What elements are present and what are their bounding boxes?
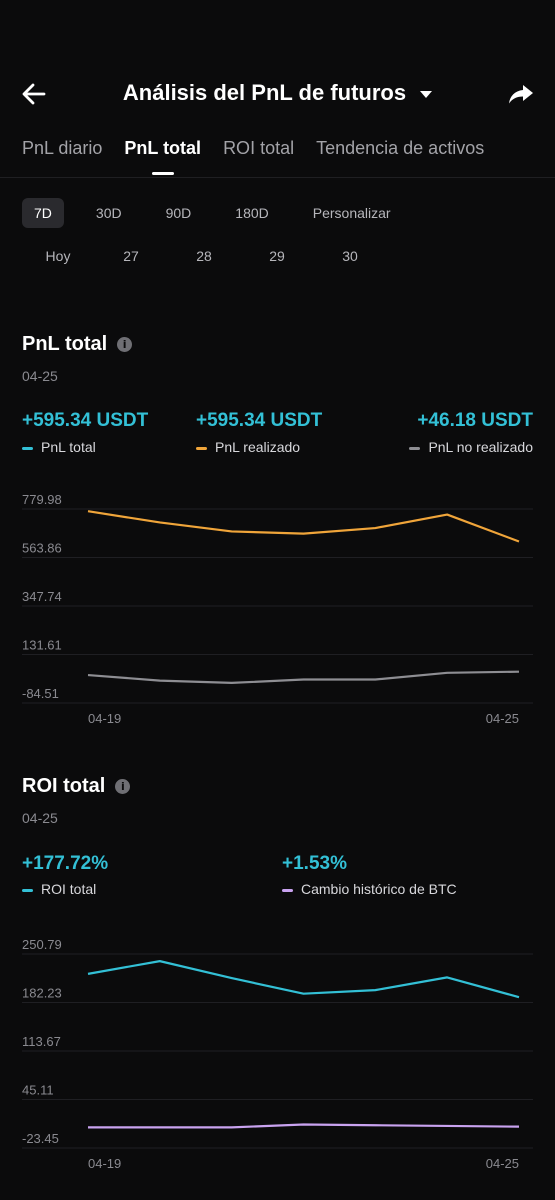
tab-tendencia-activos[interactable]: Tendencia de activos xyxy=(316,138,485,158)
roi-total-legend: ROI total xyxy=(22,881,96,897)
back-arrow-icon[interactable] xyxy=(20,80,48,108)
y-tick-label: -23.45 xyxy=(22,1131,59,1146)
tab-bar: PnL diario PnL total ROI total Tendencia… xyxy=(22,138,555,178)
pnl-realized-legend: PnL realizado xyxy=(196,439,300,455)
range-selector: 7D 30D 90D 180D Personalizar xyxy=(22,198,423,228)
pnl-realized-legend-label: PnL realizado xyxy=(215,439,301,455)
pnl-unrealized-legend: PnL no realizado xyxy=(409,439,533,455)
day-hoy[interactable]: Hoy xyxy=(45,248,71,264)
series-line-0 xyxy=(87,960,520,999)
roi-total-legend-label: ROI total xyxy=(41,881,97,897)
roi-date: 04-25 xyxy=(22,810,58,826)
roi-section-title-text: ROI total xyxy=(22,775,106,797)
pnl-unrealized-value: +46.18 USDT xyxy=(417,410,533,431)
x-tick-label: 04-25 xyxy=(486,1156,519,1171)
range-7d-button[interactable]: 7D xyxy=(22,198,64,228)
tab-pnl-diario[interactable]: PnL diario xyxy=(22,138,103,158)
btc-change-value: +1.53% xyxy=(282,853,347,874)
info-icon[interactable]: i xyxy=(115,779,131,794)
y-tick-label: 182.23 xyxy=(22,986,62,1001)
legend-swatch xyxy=(282,888,293,892)
btc-change-legend-label: Cambio histórico de BTC xyxy=(301,881,457,897)
y-tick-label: 131.61 xyxy=(22,638,62,653)
pnl-total-legend: PnL total xyxy=(22,439,96,455)
info-icon[interactable]: i xyxy=(117,337,133,352)
series-line-0 xyxy=(87,510,520,543)
page-title[interactable]: Análisis del PnL de futuros xyxy=(0,80,555,106)
roi-section-title: ROI total i xyxy=(22,775,131,798)
pnl-line-chart[interactable]: 779.98 563.86 347.74 131.61 -84.51 04-19 04-25 xyxy=(0,470,555,740)
tab-divider xyxy=(0,177,555,178)
pnl-realized-value: +595.34 USDT xyxy=(196,410,323,431)
x-tick-label: 04-25 xyxy=(486,711,519,726)
pnl-date: 04-25 xyxy=(22,368,58,384)
day-27[interactable]: 27 xyxy=(123,248,139,264)
range-180d-button[interactable]: 180D xyxy=(235,205,269,221)
day-29[interactable]: 29 xyxy=(269,248,285,264)
legend-swatch xyxy=(22,888,33,892)
pnl-unrealized-legend-label: PnL no realizado xyxy=(428,439,533,455)
tab-roi-total[interactable]: ROI total xyxy=(223,138,295,158)
y-tick-label: -84.51 xyxy=(22,686,59,701)
pnl-section-title: PnL total i xyxy=(22,333,133,356)
legend-swatch xyxy=(22,446,33,450)
pnl-total-value: +595.34 USDT xyxy=(22,410,149,431)
series-line-1 xyxy=(87,670,520,684)
x-tick-label: 04-19 xyxy=(88,711,121,726)
y-tick-label: 250.79 xyxy=(22,937,62,952)
day-30[interactable]: 30 xyxy=(342,248,358,264)
x-tick-label: 04-19 xyxy=(88,1156,121,1171)
tab-pnl-total[interactable]: PnL total xyxy=(124,138,201,178)
y-tick-label: 113.67 xyxy=(22,1034,61,1049)
series-line-1 xyxy=(88,1123,520,1129)
y-tick-label: 45.11 xyxy=(22,1083,54,1098)
day-selector: Hoy 27 28 29 30 xyxy=(0,248,555,268)
legend-swatch xyxy=(409,446,421,450)
y-tick-label: 779.98 xyxy=(22,492,62,507)
share-icon[interactable] xyxy=(507,80,535,108)
range-30d-button[interactable]: 30D xyxy=(95,205,122,221)
btc-change-legend: Cambio histórico de BTC xyxy=(282,881,457,897)
y-tick-label: 347.74 xyxy=(22,589,62,604)
y-tick-label: 563.86 xyxy=(22,541,62,556)
range-custom-button[interactable]: Personalizar xyxy=(312,205,391,221)
range-90d-button[interactable]: 90D xyxy=(165,205,192,221)
roi-line-chart[interactable]: 250.79 182.23 113.67 45.11 -23.45 04-19 04-25 xyxy=(0,915,555,1185)
pnl-total-legend-label: PnL total xyxy=(41,439,96,455)
legend-swatch xyxy=(196,446,207,450)
roi-total-value: +177.72% xyxy=(22,853,109,874)
day-28[interactable]: 28 xyxy=(196,248,212,264)
dropdown-caret-icon[interactable] xyxy=(420,90,433,98)
pnl-section-title-text: PnL total xyxy=(22,333,108,355)
page-title-text: Análisis del PnL de futuros xyxy=(122,80,407,105)
